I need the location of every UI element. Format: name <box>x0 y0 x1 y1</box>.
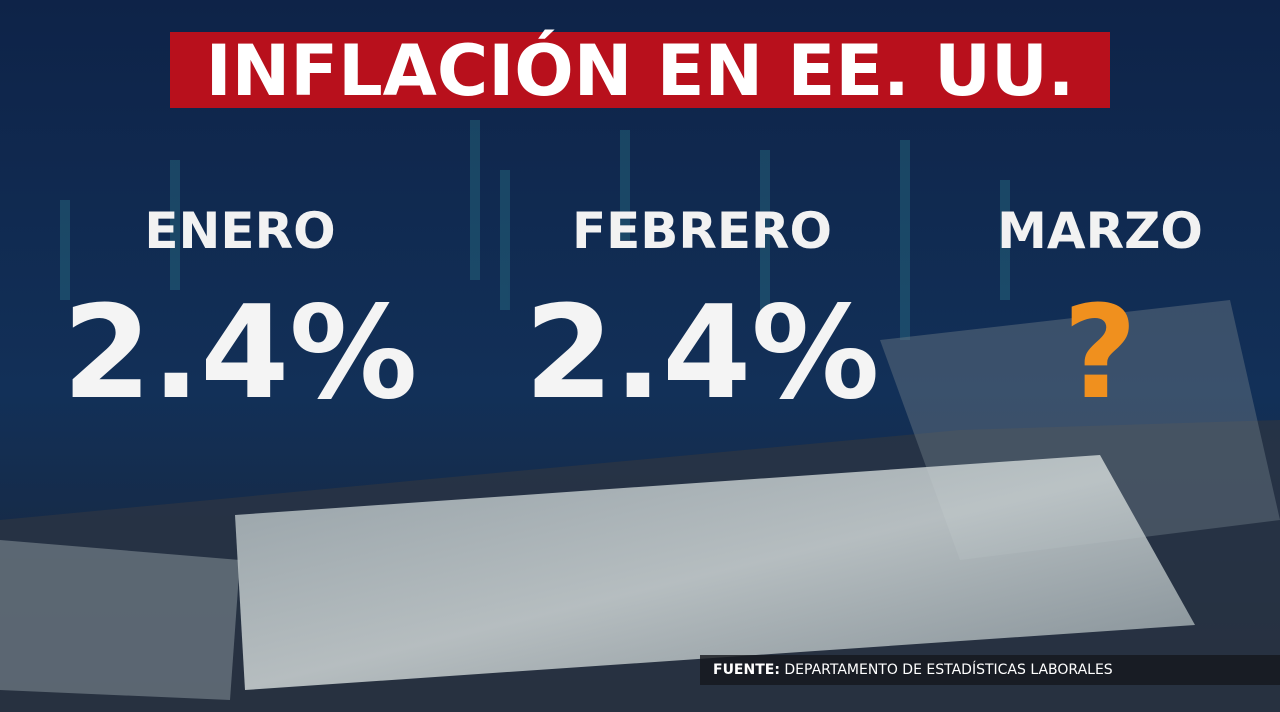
inflation-value: ? <box>1063 279 1137 428</box>
source-label: FUENTE: <box>713 662 780 678</box>
inflation-value: 2.4% <box>63 279 418 428</box>
source-text: DEPARTAMENTO DE ESTADÍSTICAS LABORALES <box>784 661 1112 678</box>
title-box <box>170 32 1110 108</box>
background-candles <box>60 120 1010 340</box>
source: FUENTE: DEPARTAMENTO DE ESTADÍSTICAS LAB… <box>713 661 1113 678</box>
money-pile <box>0 300 1280 712</box>
title: INFLACIÓN EN EE. UU. <box>206 30 1075 112</box>
inflation-value: 2.4% <box>525 279 880 428</box>
month-label: FEBRERO <box>572 202 832 260</box>
month-label: MARZO <box>997 202 1203 260</box>
month-label: ENERO <box>144 202 335 260</box>
